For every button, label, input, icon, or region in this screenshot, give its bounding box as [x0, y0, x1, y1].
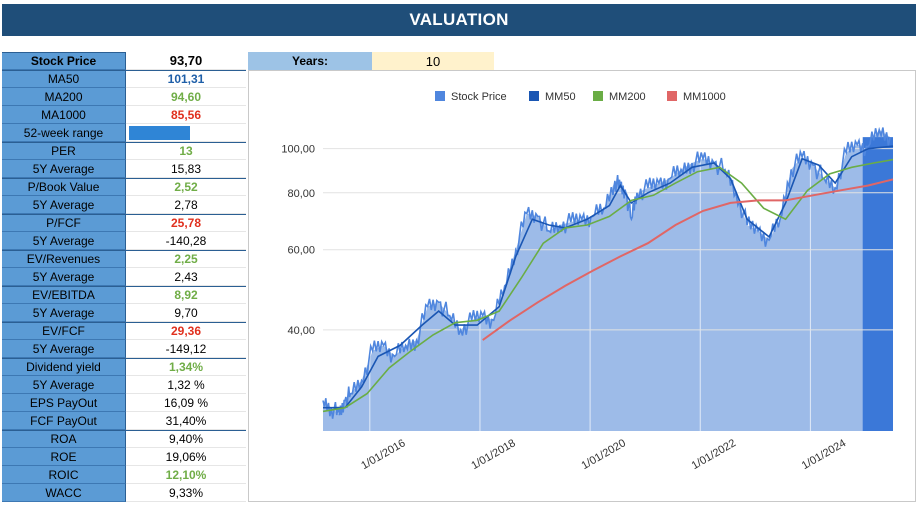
metric-value: 19,06% [126, 448, 246, 466]
legend-swatch [435, 91, 445, 101]
y-tick-label: 40,00 [287, 325, 315, 337]
range-52-week-bar [126, 124, 246, 142]
metric-value: 8,92 [126, 286, 246, 304]
price-chart: 40,00 60,00 80,00 100,00 1/01/2016 1/01/2018 1… [248, 70, 916, 502]
metric-label: EV/EBITDA [2, 286, 126, 304]
metric-label: 5Y Average [2, 268, 126, 286]
stock-price-line [322, 126, 891, 419]
y-tick-label: 60,00 [287, 245, 315, 257]
stock-price-label: Stock Price [2, 52, 126, 70]
metric-value: 9,33% [126, 484, 246, 502]
years-input[interactable]: 10 [372, 52, 494, 70]
metric-label: 52-week range [2, 124, 126, 142]
metric-value: 9,70 [126, 304, 246, 322]
metric-value: -149,12 [126, 340, 246, 358]
y-tick-label: 100,00 [281, 144, 315, 156]
metric-value: 2,52 [126, 178, 246, 196]
x-tick-label: 1/01/2018 [469, 437, 517, 472]
metric-value: 29,36 [126, 322, 246, 340]
legend-swatch [593, 91, 603, 101]
metric-label: 5Y Average [2, 196, 126, 214]
metric-label: ROIC [2, 466, 126, 484]
metric-label: MA50 [2, 70, 126, 88]
legend-swatch [529, 91, 539, 101]
metric-label: EPS PayOut [2, 394, 126, 412]
metric-label: P/Book Value [2, 178, 126, 196]
metric-value: 85,56 [126, 106, 246, 124]
metric-value: 12,10% [126, 466, 246, 484]
metric-value: 2,43 [126, 268, 246, 286]
price-chart-svg: 40,00 60,00 80,00 100,00 1/01/2016 1/01/2018 1… [281, 91, 894, 472]
metric-value: 2,78 [126, 196, 246, 214]
legend-label: MM200 [609, 91, 646, 103]
x-tick-label: 1/01/2024 [800, 437, 848, 472]
x-tick-label: 1/01/2020 [580, 437, 628, 472]
metric-value: 101,31 [126, 70, 246, 88]
metric-label: FCF PayOut [2, 412, 126, 430]
legend-swatch [667, 91, 677, 101]
metric-label: 5Y Average [2, 376, 126, 394]
metric-value: 16,09 % [126, 394, 246, 412]
legend-label: MM50 [545, 91, 576, 103]
y-tick-label: 80,00 [287, 188, 315, 200]
metric-value: 9,40% [126, 430, 246, 448]
metric-value: 1,32 % [126, 376, 246, 394]
metric-value: 2,25 [126, 250, 246, 268]
mm200-line [322, 158, 894, 413]
x-tick-label: 1/01/2022 [690, 437, 738, 472]
metric-label: MA200 [2, 88, 126, 106]
x-tick-label: 1/01/2016 [359, 437, 407, 472]
metric-value: 31,40% [126, 412, 246, 430]
legend-label: Stock Price [451, 91, 507, 103]
metric-label: ROE [2, 448, 126, 466]
mm1000-line [482, 178, 894, 341]
metric-label: WACC [2, 484, 126, 502]
metric-label: P/FCF [2, 214, 126, 232]
metric-label: 5Y Average [2, 232, 126, 250]
metric-value: 13 [126, 142, 246, 160]
metric-label: ROA [2, 430, 126, 448]
stock-price-value: 93,70 [126, 52, 246, 70]
range-52-week-fill [129, 125, 190, 140]
metric-value: 1,34% [126, 358, 246, 376]
stock-price-area [323, 129, 891, 432]
metric-label: EV/FCF [2, 322, 126, 340]
valuation-banner: VALUATION [2, 4, 916, 36]
legend-label: MM1000 [683, 91, 726, 103]
metric-label: MA1000 [2, 106, 126, 124]
metric-label: 5Y Average [2, 340, 126, 358]
mm50-line [323, 145, 894, 409]
years-label: Years: [248, 52, 372, 70]
metric-value: 94,60 [126, 88, 246, 106]
page-title: VALUATION [409, 10, 509, 29]
metric-value: -140,28 [126, 232, 246, 250]
metric-value: 25,78 [126, 214, 246, 232]
metric-label: 5Y Average [2, 160, 126, 178]
metric-label: Dividend yield [2, 358, 126, 376]
metric-label: PER [2, 142, 126, 160]
metric-value: 15,83 [126, 160, 246, 178]
metric-label: 5Y Average [2, 304, 126, 322]
metric-label: EV/Revenues [2, 250, 126, 268]
